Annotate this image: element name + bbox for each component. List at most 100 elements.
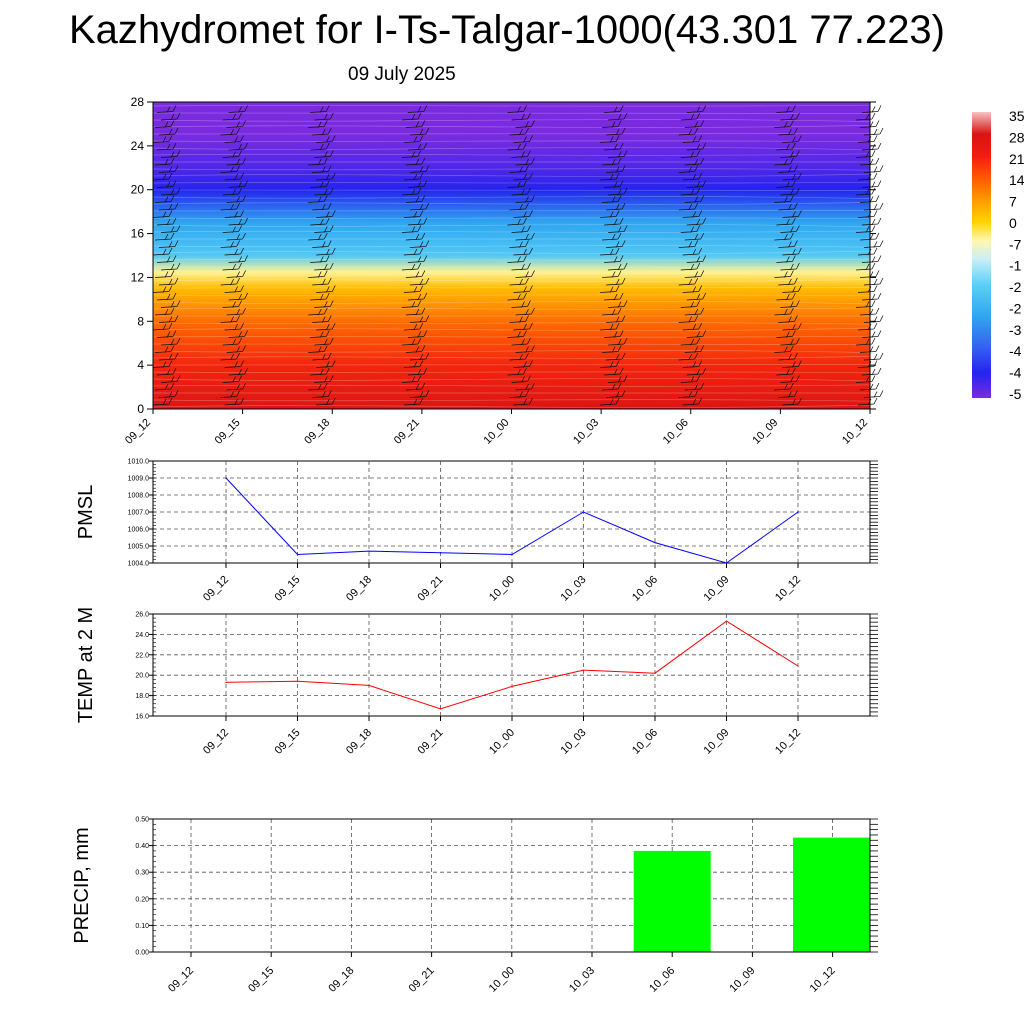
wind-barb (778, 277, 798, 286)
x-tick-label: 09_21 (416, 574, 446, 604)
data-point (582, 511, 585, 513)
y-tick-label: 1007.0 (128, 510, 150, 517)
wind-barb (686, 367, 707, 376)
wind-barb (782, 247, 802, 256)
wind-barb (780, 187, 800, 196)
wind-barb (310, 217, 330, 226)
y-tick-label: 0.50 (135, 817, 149, 824)
wind-barb (602, 232, 622, 241)
wind-barb (686, 142, 707, 151)
contour-line (152, 266, 871, 268)
wind-barb (405, 345, 426, 353)
wind-barb (682, 360, 703, 368)
contour-line (152, 181, 871, 184)
wind-barb (312, 315, 332, 323)
wind-barb (684, 232, 705, 241)
wind-barb (511, 112, 531, 121)
wind-barb (513, 397, 533, 406)
heatmap-y-tick-label: 16 (131, 227, 145, 241)
wind-barb (409, 352, 430, 361)
wind-barb (608, 187, 628, 196)
wind-barb (158, 277, 179, 286)
wind-barb (604, 292, 624, 301)
colorbar-label: 14 (1009, 172, 1024, 188)
wind-barb (513, 172, 533, 181)
wind-barb (782, 135, 802, 143)
wind-barb (403, 322, 424, 331)
wind-barb (152, 247, 173, 256)
contour-line (152, 125, 871, 128)
contour-line (152, 140, 871, 143)
wind-barb (314, 337, 334, 346)
wind-barb (684, 270, 705, 278)
wind-barb (509, 315, 529, 323)
wind-barb (156, 255, 177, 263)
wind-barb (312, 390, 332, 398)
wind-barb (228, 255, 248, 263)
wind-barb (776, 105, 796, 113)
wind-barb (778, 352, 798, 361)
wind-barb (778, 127, 798, 136)
wind-barb (606, 352, 626, 361)
heatmap-y-tick-label: 24 (131, 139, 145, 153)
wind-barb (855, 337, 876, 346)
wind-barb (780, 375, 800, 383)
x-tick-label: 10_03 (559, 574, 589, 604)
precip-bar (793, 837, 870, 952)
wind-barb (602, 307, 622, 316)
x-tick-label: 09_12 (166, 965, 196, 995)
wind-barb (224, 285, 244, 293)
wind-barb (228, 142, 248, 151)
wind-barb (680, 150, 701, 158)
wind-barb (515, 232, 535, 241)
wind-barb (160, 337, 181, 346)
wind-barb (776, 255, 796, 263)
wind-barb (782, 397, 802, 406)
wind-barb (509, 277, 529, 286)
wind-barb (405, 270, 426, 278)
wind-barb (310, 255, 330, 263)
wind-barb (405, 120, 426, 128)
wind-barb (600, 172, 620, 181)
wind-barb (515, 345, 535, 353)
y-tick-label: 26.0 (135, 612, 149, 619)
contour-line (152, 364, 871, 366)
wind-barb (409, 127, 430, 136)
x-tick-label: 10_12 (773, 727, 803, 757)
wind-barb (314, 150, 334, 158)
wind-barb (405, 195, 426, 203)
x-tick-label: 10_09 (727, 965, 757, 995)
data-point (296, 680, 299, 682)
panel-frame (152, 818, 871, 953)
wind-barb (863, 390, 884, 398)
wind-barb (680, 300, 701, 308)
data-point (368, 550, 370, 552)
wind-barb (600, 360, 620, 368)
wind-barb (509, 352, 529, 361)
colorbar-label: 21 (1009, 151, 1024, 167)
wind-barb (600, 322, 620, 331)
wind-barb (684, 157, 705, 166)
x-tick-label: 10_03 (567, 965, 597, 995)
x-tick-label: 10_00 (487, 965, 517, 995)
wind-barb (403, 360, 424, 368)
wind-barb (682, 210, 703, 218)
wind-barb (156, 180, 177, 188)
wind-barb (774, 157, 794, 166)
wind-barb (152, 322, 173, 331)
wind-barb (515, 307, 535, 316)
wind-barb (780, 337, 800, 346)
wind-barb (778, 165, 798, 173)
wind-barb (855, 112, 876, 121)
x-tick-label: 09_15 (273, 574, 303, 604)
wind-barb (678, 277, 699, 286)
wind-barb (678, 315, 699, 323)
wind-barb (780, 300, 800, 308)
wind-barb (160, 225, 181, 233)
heatmap-x-tick-label: 10_06 (661, 417, 691, 447)
wind-barb (314, 300, 334, 308)
contour-line (152, 173, 871, 177)
wind-barb (604, 367, 624, 376)
wind-barb (513, 360, 533, 368)
heatmap-x-tick-label: 10_03 (571, 417, 601, 447)
